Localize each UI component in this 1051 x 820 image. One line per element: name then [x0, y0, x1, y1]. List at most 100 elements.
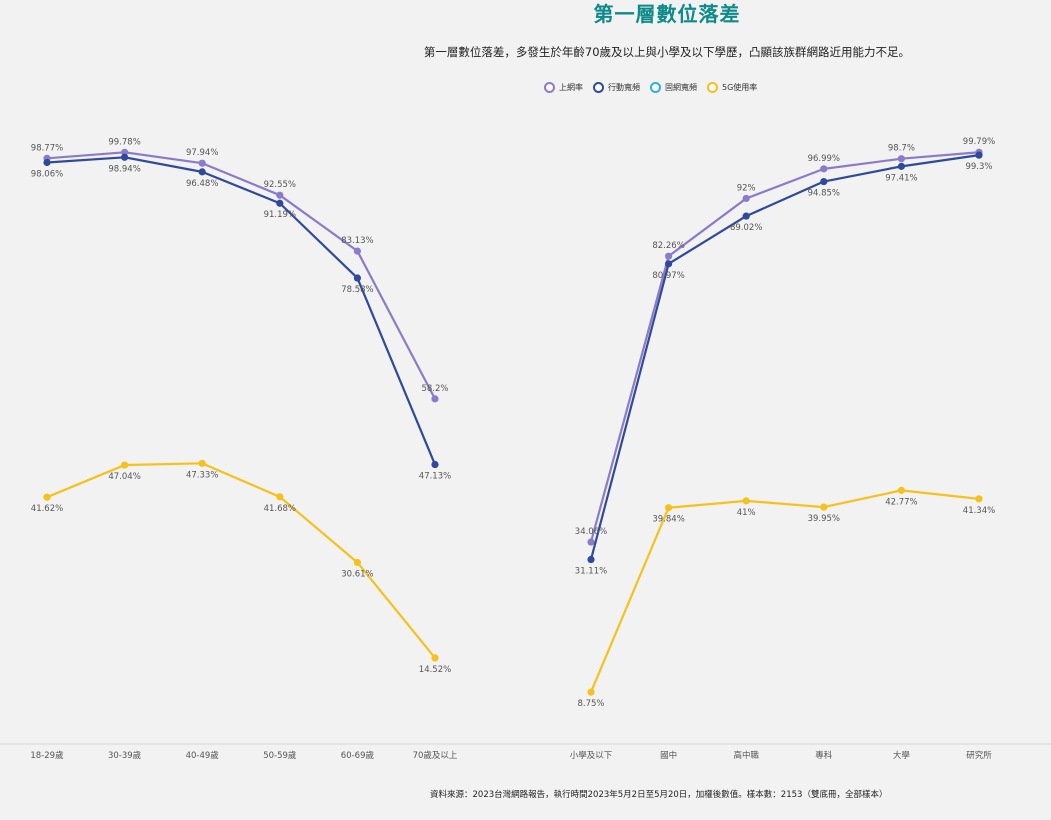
data-point: [431, 460, 439, 469]
data-point: [431, 654, 439, 662]
data-label: 89.02%: [730, 223, 762, 233]
x-tick-label: 高中職: [733, 750, 759, 761]
data-label: 83.13%: [341, 236, 373, 246]
series-line: [589, 154, 980, 560]
data-label: 92%: [737, 183, 756, 193]
series-line: [589, 151, 980, 543]
data-point: [198, 459, 206, 467]
data-label: 99.78%: [108, 137, 140, 147]
data-label: 96.48%: [186, 179, 218, 189]
legend-item-internet-rate[interactable]: 上網率: [544, 82, 583, 93]
data-point: [820, 503, 828, 511]
data-point: [431, 395, 439, 403]
data-point: [587, 688, 595, 696]
data-point: [276, 191, 284, 199]
data-label: 98.77%: [31, 143, 63, 153]
data-label: 14.52%: [419, 665, 451, 675]
data-label: 82.26%: [652, 241, 684, 251]
data-point: [198, 159, 206, 167]
data-point: [665, 504, 673, 512]
data-label: 41%: [737, 508, 756, 518]
data-label: 96.99%: [808, 154, 840, 164]
series-line: [46, 462, 436, 659]
data-label: 99.3%: [965, 162, 992, 172]
series-line: [46, 151, 436, 400]
chart-legend: 上網率 行動寬頻 固網寬頻 5G使用率: [544, 82, 757, 93]
data-label: 98.06%: [31, 170, 63, 180]
data-point: [975, 495, 983, 503]
data-point: [665, 252, 673, 260]
data-point: [353, 247, 361, 255]
chart-title: 第一層數位落差: [593, 2, 741, 26]
data-label: 8.75%: [577, 699, 604, 709]
data-point: [353, 274, 361, 282]
data-point: [897, 486, 906, 494]
data-point: [742, 497, 750, 505]
data-label: 41.34%: [963, 506, 995, 516]
legend-swatch: [707, 82, 718, 93]
legend-item-mobile-broadband[interactable]: 行動寬頻: [593, 82, 640, 93]
legend-swatch: [593, 82, 604, 93]
data-label: 39.95%: [808, 514, 840, 524]
series-line: [589, 489, 980, 693]
data-point: [121, 153, 129, 161]
data-label: 47.04%: [108, 472, 140, 482]
data-label: 42.77%: [885, 497, 917, 507]
data-point: [665, 260, 673, 268]
data-point: [43, 158, 51, 167]
legend-item-5g-usage[interactable]: 5G使用率: [707, 82, 757, 93]
data-label: 34.06%: [575, 527, 607, 537]
data-label: 80.97%: [652, 271, 684, 281]
data-point: [353, 558, 361, 567]
data-point: [742, 212, 750, 220]
x-tick-label: 40-49歲: [186, 750, 220, 761]
x-tick-label: 小學及以下: [570, 750, 613, 761]
data-point: [742, 194, 750, 203]
legend-label: 固網寬頻: [665, 83, 697, 92]
chart-subtitle: 第一層數位落差，多發生於年齡70歲及以上與小學及以下學歷，凸顯該族群網路近用能力…: [423, 45, 911, 59]
legend-swatch: [544, 82, 555, 93]
legend-item-fixed-broadband[interactable]: 固網寬頻: [650, 82, 697, 93]
x-tick-label: 研究所: [966, 750, 992, 761]
x-tick-label: 18-29歲: [30, 750, 64, 761]
data-point: [276, 493, 284, 501]
data-label: 97.94%: [186, 148, 218, 158]
data-point: [121, 148, 129, 156]
x-tick-label: 國中: [660, 750, 677, 761]
data-label: 92.55%: [264, 180, 296, 190]
data-label: 39.84%: [652, 515, 684, 525]
data-label: 97.41%: [885, 173, 917, 183]
legend-label: 上網率: [559, 83, 583, 92]
data-point: [897, 162, 906, 170]
data-label: 98.94%: [108, 164, 140, 174]
data-point: [198, 168, 206, 176]
x-tick-label: 60-69歲: [341, 750, 375, 761]
data-point: [820, 165, 828, 173]
data-label: 47.13%: [419, 472, 451, 482]
data-point: [587, 538, 595, 546]
data-point: [43, 493, 51, 501]
data-label: 78.58%: [341, 285, 373, 295]
data-label: 91.19%: [264, 210, 296, 220]
data-point: [897, 155, 906, 163]
data-label: 47.33%: [186, 470, 218, 480]
data-label: 99.79%: [963, 137, 995, 147]
data-label: 98.7%: [888, 144, 915, 154]
legend-label: 5G使用率: [722, 83, 758, 92]
series-line: [46, 156, 437, 465]
data-label: 41.62%: [31, 504, 63, 514]
data-point: [820, 177, 828, 186]
x-tick-label: 70歲及以上: [413, 750, 458, 761]
data-label: 31.11%: [575, 567, 607, 577]
legend-label: 行動寬頻: [608, 83, 640, 92]
source-note: 資料來源：2023台灣網路報告，執行時間2023年5月2日至5月20日，加權後數…: [430, 790, 888, 800]
data-point: [276, 199, 284, 207]
data-point: [975, 151, 983, 159]
x-tick-label: 專科: [815, 750, 833, 761]
data-point: [121, 461, 129, 469]
data-label: 30.61%: [341, 569, 373, 579]
x-tick-label: 30-39歲: [108, 750, 142, 761]
data-point: [587, 555, 595, 564]
x-tick-label: 大學: [893, 750, 911, 761]
